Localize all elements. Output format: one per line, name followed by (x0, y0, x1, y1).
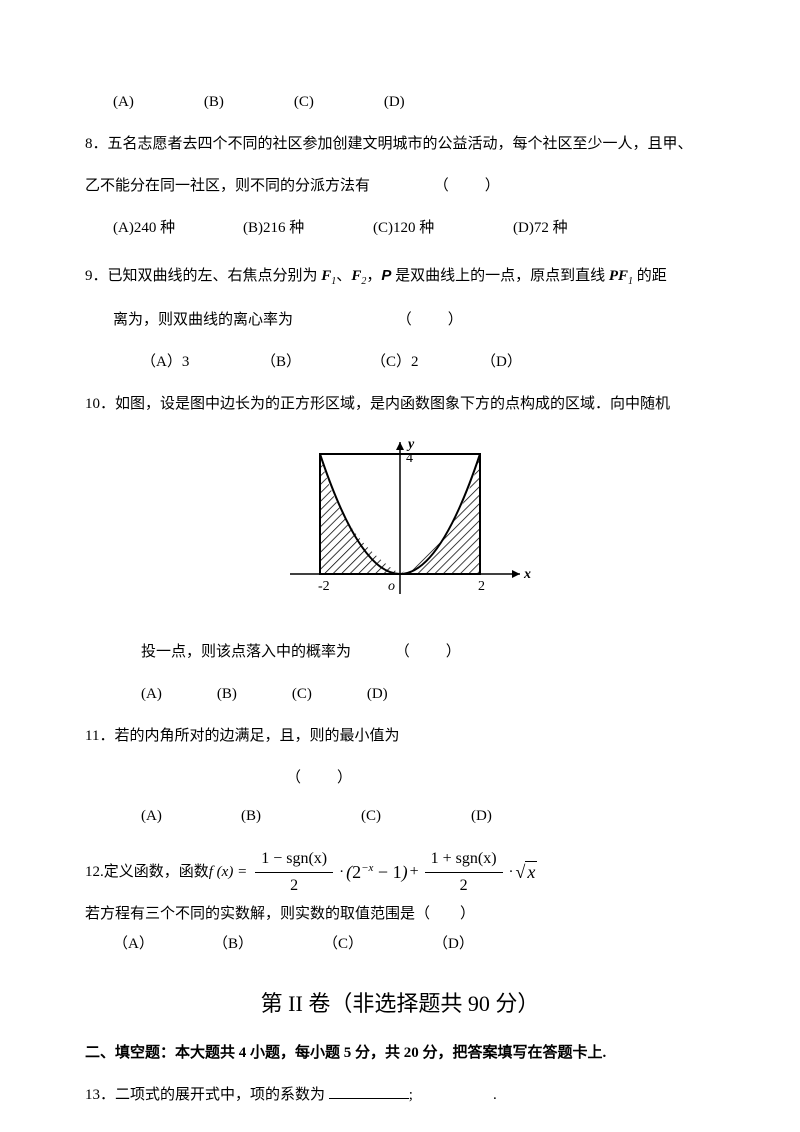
q9-opt-a: （A）3 (141, 350, 261, 374)
label-neg2: -2 (318, 579, 330, 594)
q13-line: 13．二项式的展开式中，项的系数为 ;. (85, 1083, 715, 1107)
q8-opt-d: (D)72 种 (513, 216, 568, 240)
q12-frac2-bot: 2 (454, 873, 474, 899)
q11-paren-row: （ ） (85, 766, 715, 790)
q13-pre: 二项式的展开式中，项的系数为 (115, 1087, 329, 1103)
q12-fx: f (x) = (209, 860, 247, 884)
q8-paren: （ ） (434, 178, 502, 194)
q11-opt-d: (D) (471, 804, 492, 828)
q11-text: 若的内角所对的边满足，且，则的最小值为 (114, 728, 399, 744)
q7-options: (A) (B) (C) (D) (85, 90, 715, 114)
q8-text1: 五名志愿者去四个不同的社区参加创建文明城市的公益活动，每个社区至少一人，且甲、 (108, 136, 693, 152)
q10-text1: 如图，设是图中边长为的正方形区域，是内函数图象下方的点构成的区域．向中随机 (115, 396, 670, 412)
q7-opt-d: (D) (384, 90, 405, 114)
q12-dot2: · (509, 860, 514, 884)
section2-sub: 二、填空题：本大题共 4 小题，每小题 5 分，共 20 分，把答案填写在答题卡… (85, 1041, 715, 1065)
q11-options: (A) (B) (C) (D) (85, 804, 715, 828)
q12-opt-c: （C） (323, 932, 433, 956)
q9-f1: F (321, 268, 331, 284)
q11-opt-a: (A) (141, 804, 241, 828)
q12-frac1-top: 1 − sgn(x) (255, 846, 333, 873)
q11-line: 11．若的内角所对的边满足，且，则的最小值为 (85, 724, 715, 748)
q10-line1: 10．如图，设是图中边长为的正方形区域，是内函数图象下方的点构成的区域．向中随机 (85, 392, 715, 416)
label-y: y (406, 437, 415, 452)
q12-options: （A） （B） （C） （D） (85, 932, 715, 956)
q12-opt-a: （A） (113, 932, 213, 956)
q8-line2: 乙不能分在同一社区，则不同的分派方法有 （ ） (85, 174, 715, 198)
q9-p: P (381, 267, 391, 284)
q12-frac1: 1 − sgn(x) 2 (255, 846, 333, 898)
q8-text2: 乙不能分在同一社区，则不同的分派方法有 (85, 178, 370, 194)
q12-dot1: · (339, 860, 344, 884)
q12-line2: 若方程有三个不同的实数解，则实数的取值范围是（ ） (85, 902, 715, 926)
q10-graph: -2 o 2 4 y x (85, 434, 715, 622)
q9-sep1: 、 (336, 268, 351, 284)
q12-opt-b: （B） (213, 932, 323, 956)
q7-opt-b: (B) (204, 90, 224, 114)
q9-paren: （ ） (397, 312, 465, 328)
label-x: x (523, 567, 531, 582)
q11-num: 11． (85, 728, 114, 744)
q12-frac2: 1 + sgn(x) 2 (425, 846, 503, 898)
q9-num: 9． (85, 268, 108, 284)
q13-mid: ; (409, 1087, 413, 1103)
q10-options: (A) (B) (C) (D) (85, 682, 715, 706)
q12-frac1-bot: 2 (284, 873, 304, 899)
q9-opt-d: （D） (481, 350, 522, 374)
q10-num: 10． (85, 396, 115, 412)
q9-pf1: PF (609, 268, 628, 284)
q9-text2: 离为，则双曲线的离心率为 (113, 312, 293, 328)
q10-opt-d: (D) (367, 682, 388, 706)
q11-paren: （ ） (286, 770, 354, 786)
q9-opt-b: （B） (261, 350, 371, 374)
q9-t2: 是双曲线上的一点，原点到直线 (391, 268, 609, 284)
q9-sep2: ， (366, 268, 381, 284)
q12-opt-d: （D） (433, 932, 474, 956)
q12-text2: 若方程有三个不同的实数解，则实数的取值范围是（ ） (85, 906, 475, 922)
q8-num: 8． (85, 136, 108, 152)
q12-line1: 12. 定义函数，函数 f (x) = 1 − sgn(x) 2 · (2−x … (85, 846, 715, 898)
q12-sqrt: √x (516, 858, 538, 887)
label-2: 2 (478, 579, 485, 594)
q13-blank (329, 1084, 409, 1099)
q11-opt-c: (C) (361, 804, 471, 828)
q13-num: 13． (85, 1087, 115, 1103)
q12-num: 12. (85, 860, 104, 884)
q10-text2: 投一点，则该点落入中的概率为 (141, 644, 351, 660)
q8-options: (A)240 种 (B)216 种 (C)120 种 (D)72 种 (85, 216, 715, 240)
q10-line2: 投一点，则该点落入中的概率为 （ ） (85, 640, 715, 664)
q10-opt-c: (C) (292, 682, 312, 706)
q9-line2: 离为，则双曲线的离心率为 （ ） (85, 308, 715, 332)
q8-line1: 8．五名志愿者去四个不同的社区参加创建文明城市的公益活动，每个社区至少一人，且甲… (85, 132, 715, 156)
section2-title: 第 II 卷（非选择题共 90 分） (85, 986, 715, 1021)
q12-expr1: (2−x − 1) (346, 858, 407, 887)
q13-end: . (493, 1087, 497, 1103)
parabola-graph-svg: -2 o 2 4 y x (260, 434, 540, 614)
q12-plus: + (410, 859, 419, 885)
q8-opt-b: (B)216 种 (243, 216, 373, 240)
q9-t3: 的距 (633, 268, 667, 284)
q10-opt-b: (B) (217, 682, 237, 706)
q8-opt-a: (A)240 种 (113, 216, 243, 240)
q10-opt-a: (A) (141, 682, 162, 706)
label-4: 4 (406, 451, 413, 466)
q12-pre: 定义函数，函数 (104, 860, 209, 884)
q9-line1: 9．已知双曲线的左、右焦点分别为 F1、F2，P 是双曲线上的一点，原点到直线 … (85, 264, 715, 290)
q8-opt-c: (C)120 种 (373, 216, 513, 240)
q9-options: （A）3 （B） （C）2 （D） (85, 350, 715, 374)
q12-frac2-top: 1 + sgn(x) (425, 846, 503, 873)
q7-opt-a: (A) (113, 90, 134, 114)
q11-opt-b: (B) (241, 804, 361, 828)
q9-f2: F (351, 268, 361, 284)
label-origin: o (388, 579, 395, 594)
q9-opt-c: （C）2 (371, 350, 481, 374)
q10-paren: （ ） (395, 644, 463, 660)
q9-t1: 已知双曲线的左、右焦点分别为 (108, 268, 322, 284)
q7-opt-c: (C) (294, 90, 314, 114)
